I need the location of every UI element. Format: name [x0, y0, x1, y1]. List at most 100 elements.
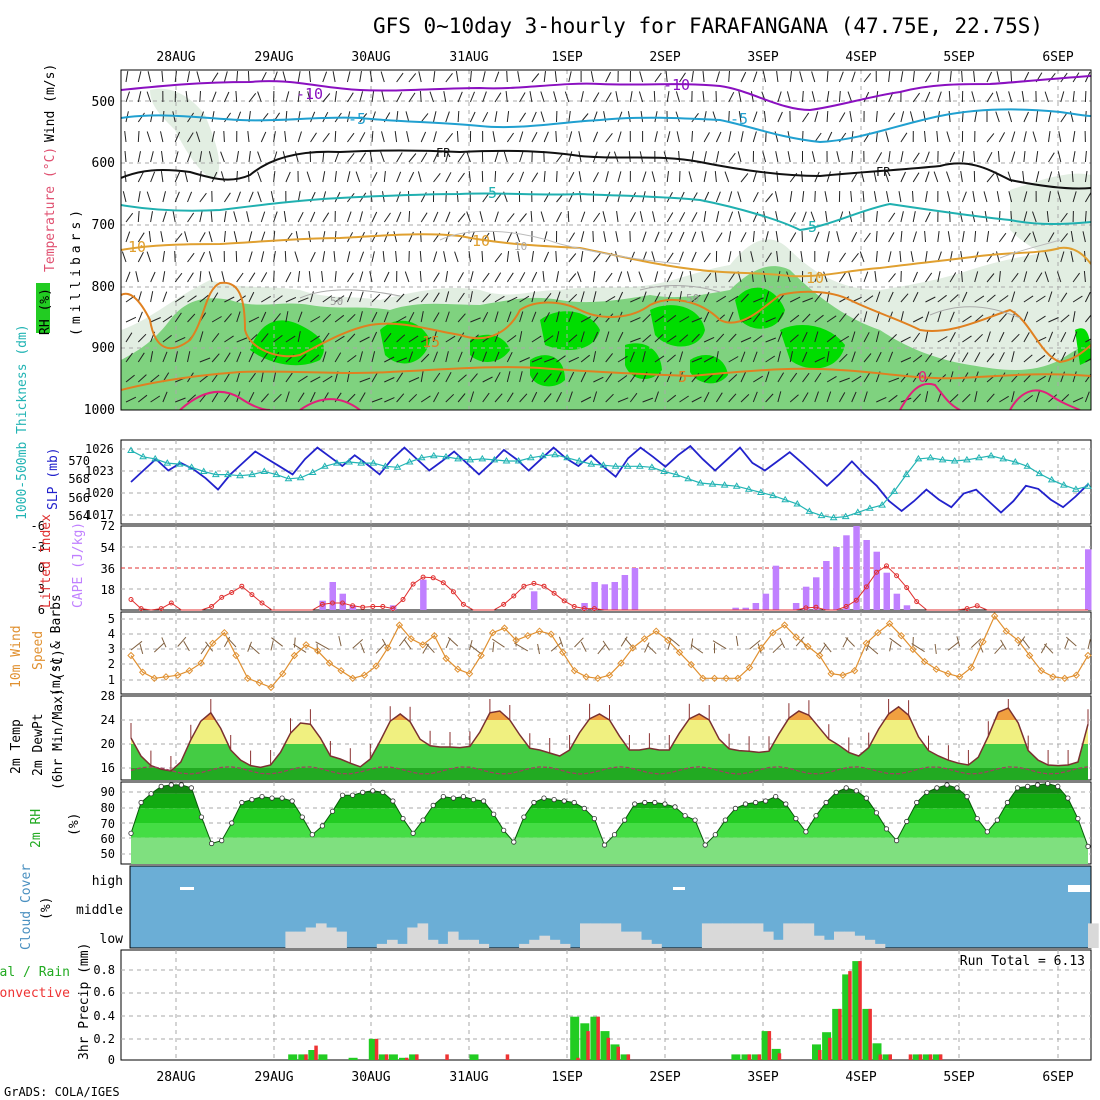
wind-barb — [211, 111, 215, 123]
wind-barb-10m — [845, 636, 855, 647]
wind-barb — [543, 292, 552, 303]
wind-barb — [924, 130, 926, 143]
wind-barb — [949, 272, 957, 283]
wind-barb — [874, 271, 877, 283]
wind-barb — [826, 70, 829, 83]
wind-barb — [121, 251, 127, 263]
wind-barb — [260, 333, 269, 343]
thickness-point — [369, 459, 378, 466]
wind-barb-10m — [668, 636, 680, 647]
wind-barb — [236, 191, 241, 203]
wind-barb — [875, 152, 883, 163]
wind-barb — [679, 212, 686, 223]
wind-barb — [925, 296, 936, 303]
wind-barb — [627, 111, 631, 123]
wind-barb — [802, 191, 805, 203]
cape-bar — [732, 607, 739, 610]
wind-barb — [814, 314, 824, 323]
wind-barb — [912, 316, 924, 323]
wind-barb — [740, 173, 749, 183]
precip-total-bar — [378, 1054, 388, 1060]
wind-barb — [443, 91, 447, 103]
wind-barb — [1060, 292, 1068, 303]
wind-barb — [839, 296, 850, 303]
precip-conv-bar — [868, 1008, 872, 1060]
wind-barb-10m — [867, 644, 879, 655]
wind-barb — [394, 131, 398, 143]
wind-barb — [556, 211, 562, 223]
wind-barb — [912, 332, 921, 343]
wind-barb — [494, 295, 505, 303]
wind-barb-10m — [375, 643, 386, 654]
wind-barb — [910, 251, 914, 263]
wind-barb — [998, 132, 1006, 143]
rh-point — [158, 783, 164, 790]
wind-barb — [962, 335, 972, 343]
wind-barb — [888, 112, 896, 123]
wind-barb — [248, 251, 253, 263]
wind-barb — [137, 311, 143, 323]
wind-ticks: 5 4 3 2 1 — [108, 612, 115, 687]
wind-barb — [371, 251, 375, 263]
thickness-point — [1023, 462, 1032, 469]
wind-speed-point — [313, 647, 322, 655]
wind-barb-10m — [491, 638, 505, 648]
wind-barb — [273, 251, 276, 263]
date-label: 31AUG — [449, 1070, 488, 1085]
wind-barb — [1023, 394, 1033, 403]
wind-barb — [531, 357, 543, 363]
contours — [121, 75, 1091, 410]
precip-total-bar — [882, 1054, 892, 1060]
wind-barb — [396, 334, 406, 343]
wind-barb — [531, 311, 537, 323]
wind-barb — [125, 374, 135, 383]
li-point — [863, 584, 869, 590]
thickness-point — [478, 454, 487, 462]
wind-barb — [666, 91, 670, 103]
wind-barb — [802, 331, 808, 343]
wind-barb — [703, 311, 710, 323]
wind-barb — [826, 351, 830, 363]
li-point — [974, 603, 980, 609]
wind-barb — [469, 231, 475, 243]
wind-barb — [1011, 333, 1020, 343]
wind-barb — [875, 351, 882, 363]
wind-barb — [160, 131, 164, 143]
wind-barb — [937, 271, 941, 283]
thickness-point — [151, 454, 160, 462]
wind-barb — [949, 311, 955, 323]
wind-barb — [900, 311, 904, 323]
thickness-point — [139, 452, 147, 460]
wind-barb — [125, 316, 137, 323]
wind-barb — [738, 111, 742, 123]
li-point — [370, 604, 376, 609]
rh-point — [178, 782, 184, 788]
wind-barb — [306, 171, 311, 183]
wind-barb — [531, 291, 536, 303]
li-point — [330, 600, 335, 606]
wind-barb — [297, 375, 308, 383]
wind-speed-point — [757, 644, 765, 652]
wind-barb — [998, 372, 1006, 383]
wind-barb — [691, 212, 698, 223]
wind-barb — [273, 334, 283, 343]
wind-barb — [765, 130, 767, 143]
wind-barb — [937, 91, 942, 103]
wind-barb — [775, 231, 779, 243]
rh-tick: 50 — [101, 847, 115, 861]
ylabel-cape: CAPE (J/kg) — [71, 522, 86, 608]
wind-barb — [715, 191, 721, 203]
wind-barb — [679, 191, 685, 203]
wind-barb — [224, 313, 232, 323]
wind-barb — [273, 371, 277, 383]
wind-barb — [261, 295, 271, 303]
wind-barb — [666, 394, 677, 403]
rh-humid-area — [121, 266, 1091, 410]
wind-barb — [691, 396, 702, 403]
wind-barb — [851, 375, 862, 383]
rh-wet-patch — [530, 355, 565, 387]
wind-barb — [775, 151, 779, 163]
wind-barb — [383, 293, 393, 303]
precip-tick: 0.2 — [93, 1032, 115, 1046]
cloud-low-block — [478, 943, 490, 948]
